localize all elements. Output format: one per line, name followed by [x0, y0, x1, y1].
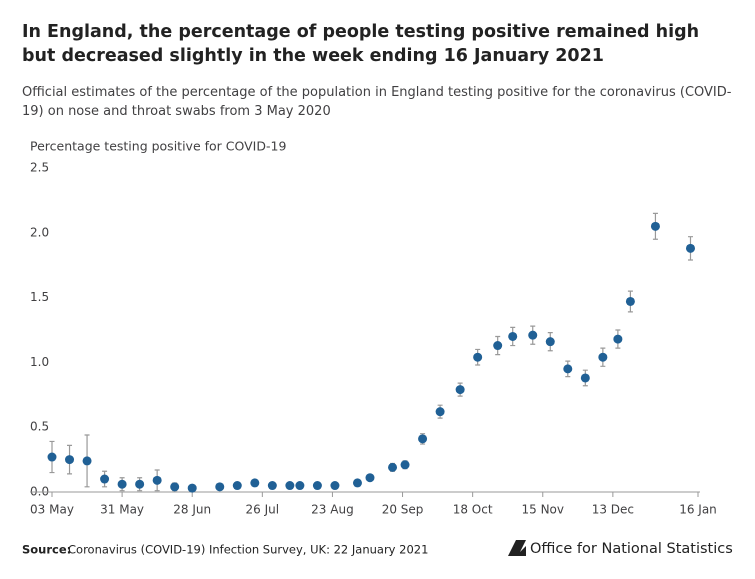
point [473, 352, 483, 362]
point [455, 385, 465, 395]
point [267, 481, 277, 491]
point [435, 407, 445, 417]
point [215, 482, 225, 492]
source: Coronavirus (COVID-19) Infection Survey,… [68, 543, 428, 557]
point [295, 481, 305, 491]
point [685, 243, 695, 253]
point [625, 296, 635, 306]
point [388, 462, 398, 472]
subtitle: Official estimates of the percentage of … [22, 85, 732, 119]
x-tick-label: 26 Jul [246, 503, 280, 517]
x-tick-label: 31 May [100, 503, 144, 517]
logo-icon [508, 540, 526, 556]
point [352, 478, 362, 488]
point [82, 456, 92, 466]
point [365, 473, 375, 483]
point [312, 481, 322, 491]
y-tick-label: 0.5 [30, 420, 49, 434]
y-tick-label: 1.0 [30, 355, 49, 369]
y-tick-label: 1.5 [30, 290, 49, 304]
point [418, 434, 428, 444]
y-axis-label: Percentage testing positive for COVID-19 [30, 139, 286, 154]
point [528, 330, 538, 340]
point [330, 481, 340, 491]
x-tick-label: 13 Dec [592, 503, 634, 517]
point [508, 331, 518, 341]
x-tick-label: 20 Sep [382, 503, 424, 517]
point [580, 373, 590, 383]
x-tick-label: 28 Jun [173, 503, 211, 517]
y-tick-label: 2.0 [30, 225, 49, 239]
point [650, 221, 660, 231]
point [152, 475, 162, 485]
point [135, 479, 145, 489]
point [117, 479, 127, 489]
point [285, 481, 295, 491]
title: In England, the percentage of people tes… [22, 22, 700, 66]
point [250, 478, 260, 488]
point [65, 455, 75, 465]
point [47, 452, 57, 462]
logo: Office for National Statistics [530, 541, 733, 557]
point [100, 474, 110, 484]
point [493, 341, 503, 351]
point [187, 483, 197, 493]
point [545, 337, 555, 347]
point [563, 364, 573, 374]
point [598, 352, 608, 362]
point [232, 481, 242, 491]
point [613, 334, 623, 344]
x-tick-label: 23 Aug [311, 503, 354, 517]
source-label: Source: [22, 543, 71, 557]
point [170, 482, 180, 492]
x-tick-label: 15 Nov [522, 503, 565, 517]
x-tick-label: 03 May [30, 503, 74, 517]
point [400, 460, 410, 470]
x-tick-label: 18 Oct [453, 503, 493, 517]
y-tick-label: 2.5 [30, 161, 49, 175]
x-tick-label: 16 Jan [679, 503, 717, 517]
